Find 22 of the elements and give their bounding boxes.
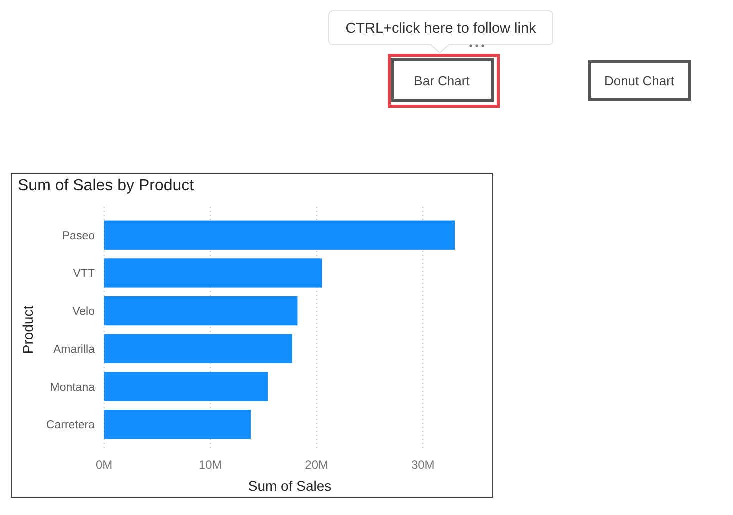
bar — [104, 334, 292, 364]
y-tick-label: Carretera — [46, 420, 96, 432]
bar — [104, 220, 455, 250]
text: Bar Chart — [414, 74, 470, 89]
y-tick-label: Velo — [72, 306, 95, 318]
bar — [104, 296, 298, 326]
x-axis-title: Sum of Sales — [248, 478, 332, 494]
bar — [104, 258, 322, 288]
x-tick-label: 10M — [198, 458, 222, 472]
chart-title: Sum of Sales by Product — [18, 178, 195, 195]
y-tick-label: Paseo — [62, 230, 95, 242]
text: CTRL+click here to follow link — [346, 21, 538, 38]
y-tick-label: Montana — [50, 382, 96, 394]
x-tick-label: 0M — [96, 458, 113, 472]
y-axis-title: Product — [20, 306, 36, 354]
text: Donut Chart — [604, 74, 675, 89]
bar — [104, 410, 251, 440]
x-tick-label: 30M — [411, 458, 435, 472]
y-tick-label: Amarilla — [53, 344, 96, 356]
bar — [104, 372, 268, 402]
y-tick-label: VTT — [73, 268, 95, 280]
x-tick-label: 20M — [305, 458, 329, 472]
